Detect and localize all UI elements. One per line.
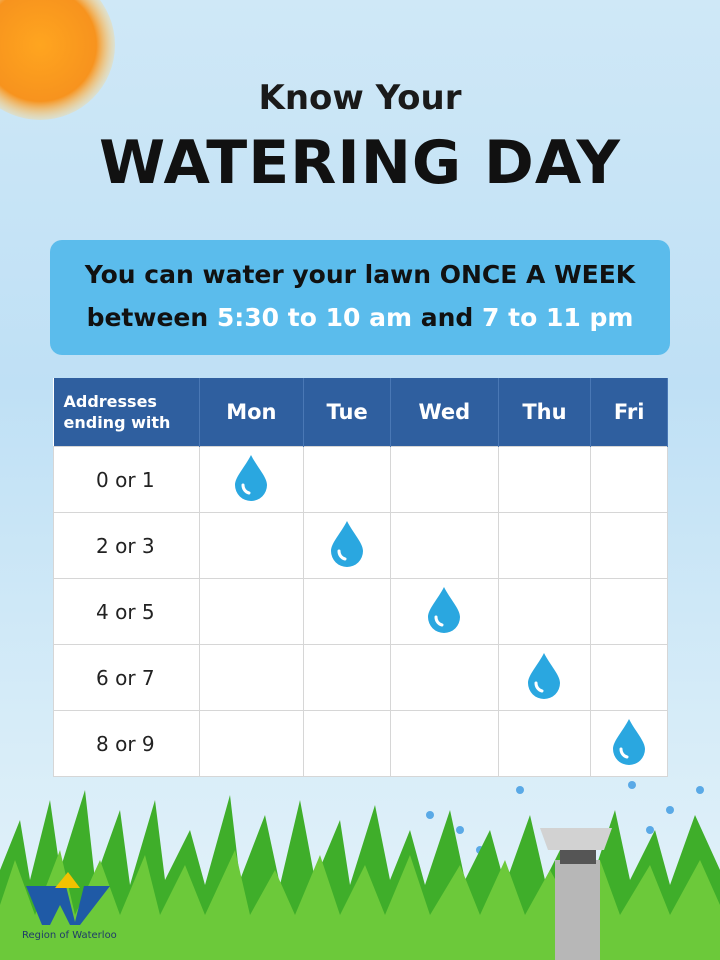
water-drop	[613, 719, 646, 765]
time-range: 7 to 11 pm	[482, 303, 634, 332]
day-cell	[303, 710, 392, 777]
day-cell	[390, 512, 499, 579]
logo-mark	[26, 872, 110, 925]
day-cell	[303, 578, 392, 645]
water-drop	[235, 455, 268, 501]
grass	[0, 790, 720, 960]
day-cell	[497, 644, 592, 711]
day-cell	[390, 710, 499, 777]
day-cell	[497, 578, 592, 645]
schedule-table: Addresses ending with Mon Tue Wed Thu Fri 0 o…	[53, 378, 668, 777]
water-drop	[331, 521, 364, 567]
day-cell	[303, 446, 392, 513]
banner: You can water your lawn ONCE A WEEK betw…	[50, 240, 670, 355]
header-row: Addresses ending with Mon Tue Wed Thu Fri	[53, 378, 668, 447]
day-cell	[497, 710, 592, 777]
day-cell	[497, 446, 592, 513]
day-cell	[590, 578, 668, 645]
address-cell: 8 or 9	[53, 710, 200, 777]
day-cell	[303, 512, 392, 579]
column-header: Tue	[303, 378, 392, 447]
day-cell	[590, 512, 668, 579]
text: between	[86, 303, 209, 332]
day-cell	[303, 644, 392, 711]
column-header: Mon	[199, 378, 305, 447]
day-cell	[390, 578, 499, 645]
table-row: 6 or 7	[53, 644, 668, 711]
column-header: Addresses ending with	[53, 378, 200, 447]
column-header: Wed	[390, 378, 499, 447]
table-row: 2 or 3	[53, 512, 668, 579]
address-cell: 0 or 1	[53, 446, 200, 513]
day-cell	[590, 644, 668, 711]
text: and	[420, 303, 474, 332]
water-drop	[528, 653, 561, 699]
table-row: 8 or 9	[53, 710, 668, 777]
day-cell	[198, 710, 305, 777]
title: WATERING DAY	[99, 128, 621, 198]
column-header: Fri	[590, 378, 668, 447]
day-cell	[198, 446, 305, 513]
day-cell	[390, 446, 499, 513]
table-row: 0 or 1	[53, 446, 668, 513]
banner-line: between 5:30 to 10 am and 7 to 11 pm	[50, 303, 670, 332]
day-cell	[198, 512, 305, 579]
logo-text: Region of Waterloo	[22, 930, 117, 941]
address-cell: 2 or 3	[53, 512, 200, 579]
address-cell: 4 or 5	[53, 578, 200, 645]
kicker: Know Your	[258, 78, 462, 118]
day-cell	[590, 446, 668, 513]
water-drop	[428, 587, 461, 633]
column-header: Thu	[498, 378, 592, 447]
day-cell	[497, 512, 592, 579]
day-cell	[198, 644, 305, 711]
sun	[0, 0, 115, 120]
day-cell	[590, 710, 668, 777]
table-row: 4 or 5	[53, 578, 668, 645]
banner-line: You can water your lawn ONCE A WEEK	[84, 260, 636, 289]
day-cell	[198, 578, 305, 645]
address-cell: 6 or 7	[53, 644, 200, 711]
day-cell	[390, 644, 499, 711]
time-range: 5:30 to 10 am	[216, 303, 413, 332]
sprinkler	[540, 828, 612, 960]
